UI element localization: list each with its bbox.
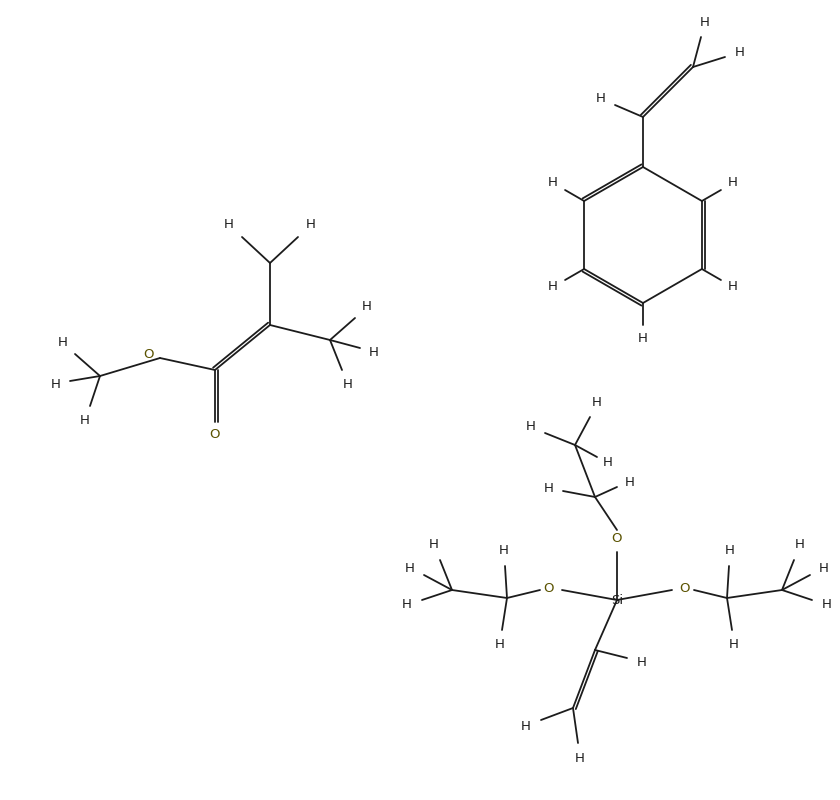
Text: H: H bbox=[575, 751, 585, 765]
Text: H: H bbox=[521, 719, 531, 733]
Text: H: H bbox=[592, 397, 602, 410]
Text: H: H bbox=[638, 333, 648, 346]
Text: H: H bbox=[637, 655, 647, 669]
Text: H: H bbox=[819, 562, 829, 574]
Text: H: H bbox=[729, 638, 739, 651]
Text: H: H bbox=[725, 545, 735, 558]
Text: H: H bbox=[548, 281, 558, 294]
Text: H: H bbox=[405, 562, 415, 574]
Text: H: H bbox=[735, 46, 745, 58]
Text: H: H bbox=[728, 281, 738, 294]
Text: O: O bbox=[210, 429, 220, 442]
Text: H: H bbox=[548, 177, 558, 190]
Text: H: H bbox=[700, 17, 710, 30]
Text: H: H bbox=[224, 218, 234, 230]
Text: H: H bbox=[544, 482, 554, 494]
Text: H: H bbox=[728, 177, 738, 190]
Text: H: H bbox=[369, 346, 379, 358]
Text: O: O bbox=[680, 582, 690, 594]
Text: H: H bbox=[596, 93, 606, 106]
Text: O: O bbox=[543, 582, 554, 594]
Text: O: O bbox=[612, 531, 622, 545]
Text: H: H bbox=[822, 598, 832, 611]
Text: H: H bbox=[526, 421, 536, 434]
Text: H: H bbox=[402, 598, 412, 611]
Text: H: H bbox=[51, 378, 61, 390]
Text: H: H bbox=[362, 301, 372, 314]
Text: H: H bbox=[80, 414, 90, 426]
Text: H: H bbox=[343, 378, 353, 390]
Text: H: H bbox=[795, 538, 805, 551]
Text: H: H bbox=[58, 337, 68, 350]
Text: Si: Si bbox=[611, 594, 623, 606]
Text: O: O bbox=[143, 347, 153, 361]
Text: H: H bbox=[429, 538, 439, 551]
Text: H: H bbox=[306, 218, 316, 230]
Text: H: H bbox=[625, 475, 635, 489]
Text: H: H bbox=[495, 638, 505, 651]
Text: H: H bbox=[499, 545, 509, 558]
Text: H: H bbox=[603, 457, 613, 470]
